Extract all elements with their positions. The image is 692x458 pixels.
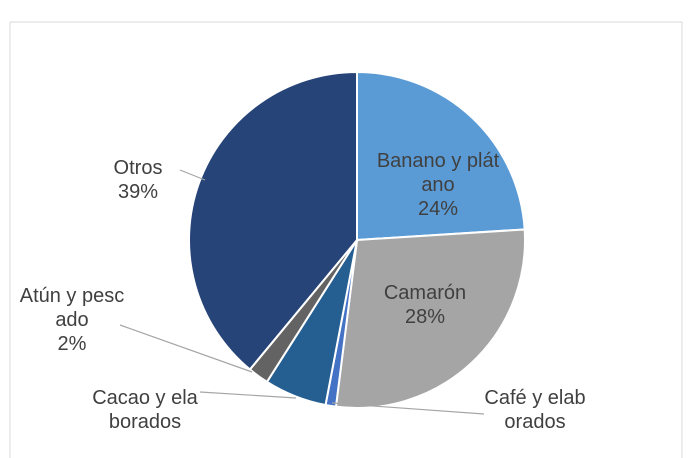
- value-label: 2%: [57, 333, 87, 355]
- value-label: 39%: [117, 181, 159, 203]
- pie-slice: [356, 70, 526, 242]
- leader-lines: [119, 169, 485, 415]
- slice-label: Atún y pescado 2%: [16, 284, 128, 356]
- slice-label: Banano y plátano 24%: [373, 149, 503, 221]
- category-label: Café y elaborados: [484, 387, 586, 433]
- value-label: 24%: [417, 198, 459, 220]
- category-label: Cacao y elaborados: [92, 387, 198, 433]
- pie-slice: [334, 228, 527, 409]
- category-label: Banano y plátano: [376, 150, 500, 196]
- leader-line: [119, 324, 253, 373]
- leader-line: [179, 169, 206, 181]
- category-label: Camarón: [383, 282, 467, 304]
- slice-label: Café y elaborados: [479, 386, 591, 434]
- category-label: Otros: [113, 157, 163, 179]
- leader-line: [199, 391, 297, 399]
- leader-line: [331, 402, 485, 415]
- slice-label: Camarón 28%: [360, 281, 490, 329]
- slice-label: Otros 39%: [82, 156, 194, 204]
- category-label: Atún y pescado: [19, 285, 125, 331]
- pie-slice: [188, 70, 358, 371]
- slice-label: Cacao y elaborados: [89, 386, 201, 434]
- value-label: 28%: [404, 306, 446, 328]
